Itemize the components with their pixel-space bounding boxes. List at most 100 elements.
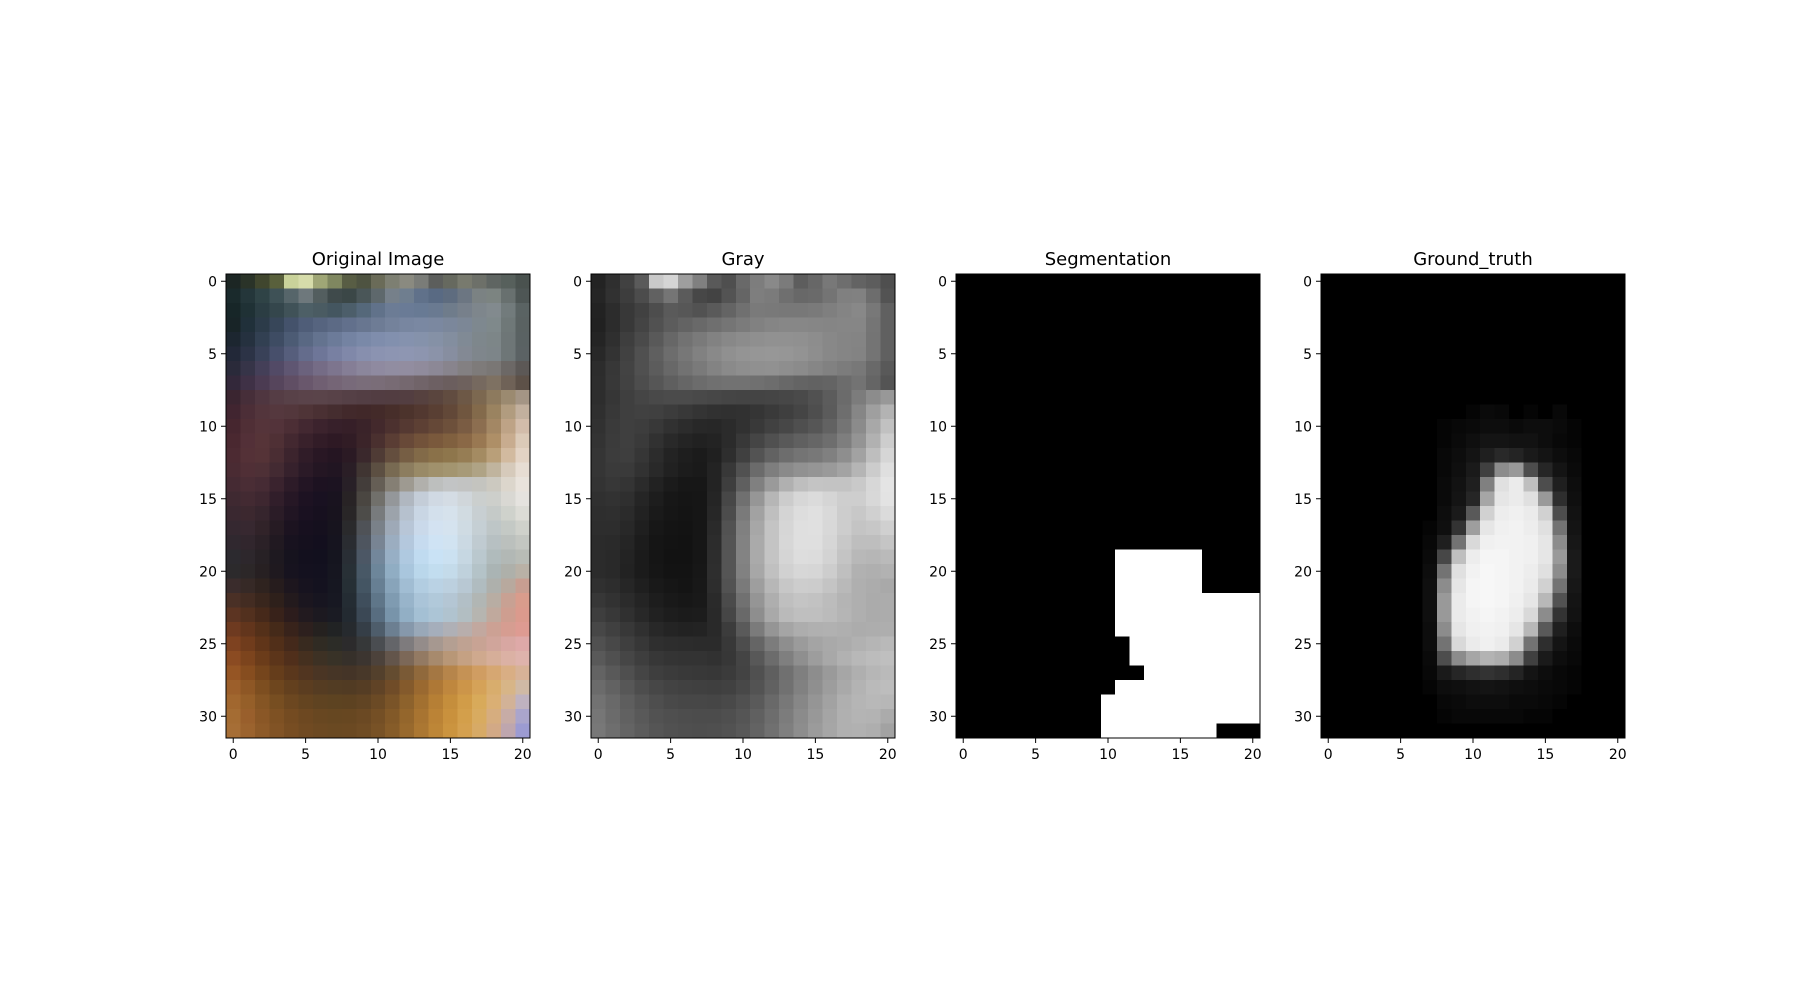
heatmap-cell: [1610, 578, 1626, 594]
heatmap-cell: [1610, 506, 1626, 522]
heatmap-cell: [1538, 375, 1554, 391]
heatmap-cell: [515, 462, 531, 478]
heatmap-cell: [240, 520, 256, 536]
heatmap-cell: [735, 651, 751, 667]
heatmap-cell: [1509, 636, 1525, 652]
heatmap-cell: [1422, 303, 1438, 319]
heatmap-cell: [226, 506, 242, 522]
heatmap-cell: [1378, 549, 1394, 565]
heatmap-cell: [591, 303, 607, 319]
heatmap-cell: [750, 506, 766, 522]
heatmap-cell: [1245, 535, 1261, 551]
heatmap-cell: [706, 564, 722, 580]
heatmap-cell: [1028, 593, 1044, 609]
heatmap-cell: [1407, 723, 1423, 739]
heatmap-cell: [648, 477, 664, 493]
heatmap-cell: [1086, 709, 1102, 725]
heatmap-cell: [692, 419, 708, 435]
heatmap-cell: [240, 622, 256, 638]
heatmap-cell: [1100, 636, 1116, 652]
heatmap-cell: [501, 491, 517, 507]
heatmap-cell: [1086, 433, 1102, 449]
heatmap-cell: [1057, 665, 1073, 681]
heatmap-cell: [663, 332, 679, 348]
heatmap-cell: [837, 433, 853, 449]
heatmap-cell: [385, 361, 401, 377]
heatmap-cell: [1129, 680, 1145, 696]
heatmap-cell: [298, 462, 314, 478]
heatmap-cell: [591, 332, 607, 348]
heatmap-cell: [1407, 419, 1423, 435]
heatmap-cell: [1378, 578, 1394, 594]
heatmap-cell: [605, 578, 621, 594]
heatmap-cell: [1422, 419, 1438, 435]
heatmap-cell: [1509, 361, 1525, 377]
heatmap-cell: [1173, 651, 1189, 667]
heatmap-cell: [1552, 274, 1568, 290]
heatmap-cell: [457, 491, 473, 507]
heatmap-cell: [591, 448, 607, 464]
heatmap-cell: [1086, 419, 1102, 435]
heatmap-cell: [457, 433, 473, 449]
heatmap-cell: [1335, 549, 1351, 565]
heatmap-cell: [663, 462, 679, 478]
heatmap-cell: [486, 462, 502, 478]
heatmap-cell: [706, 433, 722, 449]
heatmap-cell: [370, 622, 386, 638]
heatmap-cell: [1216, 607, 1232, 623]
heatmap-cell: [1581, 607, 1597, 623]
heatmap-cell: [851, 593, 867, 609]
heatmap-cell: [1451, 433, 1467, 449]
heatmap-cell: [605, 520, 621, 536]
heatmap-cell: [356, 520, 372, 536]
heatmap-cell: [457, 709, 473, 725]
heatmap-cell: [970, 723, 986, 739]
heatmap-cell: [866, 665, 882, 681]
heatmap-cell: [779, 607, 795, 623]
heatmap-cell: [880, 303, 896, 319]
heatmap-cell: [1129, 462, 1145, 478]
heatmap-cell: [443, 317, 459, 333]
heatmap-cell: [486, 303, 502, 319]
heatmap-cell: [999, 578, 1015, 594]
heatmap-cell: [648, 665, 664, 681]
heatmap-cell: [1451, 622, 1467, 638]
heatmap-cell: [1364, 665, 1380, 681]
y-tick-label: 10: [929, 419, 947, 435]
heatmap-cell: [356, 651, 372, 667]
heatmap-cell: [1335, 636, 1351, 652]
heatmap-cell: [1216, 375, 1232, 391]
heatmap-cell: [1494, 694, 1510, 710]
heatmap-cell: [356, 288, 372, 304]
heatmap-cell: [956, 390, 972, 406]
heatmap-cell: [1071, 375, 1087, 391]
heatmap-cell: [1393, 694, 1409, 710]
heatmap-cell: [226, 274, 242, 290]
heatmap-cell: [1364, 723, 1380, 739]
heatmap-cell: [472, 636, 488, 652]
heatmap-cell: [750, 651, 766, 667]
heatmap-cell: [880, 549, 896, 565]
heatmap-cell: [1042, 535, 1058, 551]
heatmap-cell: [327, 665, 343, 681]
heatmap-cell: [1407, 549, 1423, 565]
heatmap-cell: [226, 462, 242, 478]
x-tick-label: 20: [1244, 747, 1262, 763]
heatmap-cell: [1610, 288, 1626, 304]
heatmap-cell: [312, 288, 328, 304]
heatmap-cell: [1173, 433, 1189, 449]
heatmap-cell: [356, 462, 372, 478]
heatmap-cell: [1335, 404, 1351, 420]
heatmap-cell: [1115, 665, 1131, 681]
heatmap-cell: [356, 390, 372, 406]
heatmap-cell: [1393, 477, 1409, 493]
heatmap-cell: [1202, 390, 1218, 406]
heatmap-cell: [1349, 651, 1366, 667]
heatmap-cell: [1013, 607, 1029, 623]
heatmap-cell: [634, 317, 650, 333]
heatmap-cell: [880, 535, 896, 551]
heatmap-cell: [663, 419, 679, 435]
heatmap-cell: [1509, 694, 1525, 710]
heatmap-cell: [1245, 274, 1261, 290]
heatmap-cell: [956, 723, 972, 739]
